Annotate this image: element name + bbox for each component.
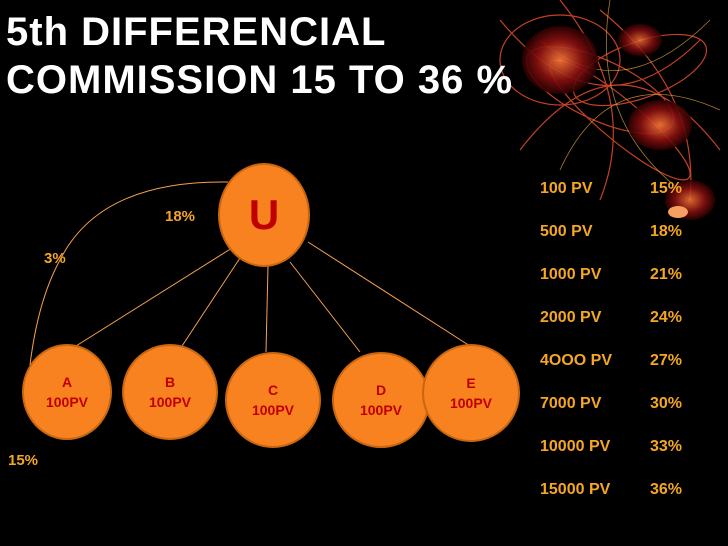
table-row: 4OOO PV 27% bbox=[540, 352, 710, 395]
table-row-rate: 33% bbox=[650, 438, 683, 455]
node-b-pv: 100PV bbox=[148, 394, 192, 410]
table-row-pv: 2000 PV bbox=[540, 309, 602, 326]
link-u-d bbox=[289, 261, 361, 353]
table-row: 2000 PV 24% bbox=[540, 309, 710, 352]
node-e-pv: 100PV bbox=[449, 395, 493, 411]
table-row-rate: 36% bbox=[650, 481, 683, 498]
node-b-letter: B bbox=[164, 374, 176, 390]
node-c-pv: 100PV bbox=[251, 402, 295, 418]
node-c-letter: C bbox=[267, 382, 279, 398]
table-row-pv: 7000 PV bbox=[540, 395, 602, 412]
table-row: 7000 PV 30% bbox=[540, 395, 710, 438]
node-a: A 100PV bbox=[22, 344, 112, 440]
link-u-a bbox=[75, 247, 233, 347]
slide-title: 5th DIFFERENCIAL COMMISSION 15 TO 36 % bbox=[6, 8, 513, 104]
table-row-pv: 500 PV bbox=[540, 223, 593, 240]
node-e: E 100PV bbox=[422, 344, 520, 442]
table-row-pv: 1000 PV bbox=[540, 266, 602, 283]
arc-rate-label: 3% bbox=[44, 250, 66, 267]
table-row-rate: 24% bbox=[650, 309, 683, 326]
link-u-a-arc bbox=[29, 181, 229, 366]
node-a-letter: A bbox=[61, 374, 73, 390]
table-row: 500 PV 18% bbox=[540, 223, 710, 266]
title-line-1: 5th DIFFERENCIAL bbox=[6, 10, 387, 54]
table-row: 1000 PV 21% bbox=[540, 266, 710, 309]
node-c: C 100PV bbox=[225, 352, 321, 448]
node-d: D 100PV bbox=[332, 352, 430, 448]
node-e-letter: E bbox=[466, 375, 476, 391]
commission-table: 100 PV 15% 500 PV 18% 1000 PV 21% 2000 P… bbox=[540, 180, 710, 524]
table-row-pv: 15000 PV bbox=[540, 481, 611, 498]
node-b: B 100PV bbox=[122, 344, 218, 440]
node-u-rate-label: 18% bbox=[165, 208, 196, 225]
node-u: U bbox=[218, 163, 310, 267]
table-row-rate: 27% bbox=[650, 352, 683, 369]
table-row-rate: 30% bbox=[650, 395, 683, 412]
title-line-2: COMMISSION 15 TO 36 % bbox=[6, 58, 514, 102]
table-row: 10000 PV 33% bbox=[540, 438, 710, 481]
table-row-pv: 100 PV bbox=[540, 180, 593, 197]
table-row: 15000 PV 36% bbox=[540, 481, 710, 524]
link-u-b bbox=[181, 257, 241, 347]
table-row-pv: 10000 PV bbox=[540, 438, 611, 455]
node-a-pv: 100PV bbox=[45, 394, 89, 410]
node-u-label: U bbox=[248, 191, 280, 238]
link-u-c bbox=[265, 265, 269, 353]
table-row-rate: 21% bbox=[650, 266, 683, 283]
table-row: 100 PV 15% bbox=[540, 180, 710, 223]
table-row-rate: 18% bbox=[650, 223, 683, 240]
node-a-rate-label: 15% bbox=[8, 452, 39, 469]
node-d-letter: D bbox=[375, 382, 387, 398]
table-row-rate: 15% bbox=[650, 180, 683, 197]
table-row-pv: 4OOO PV bbox=[540, 352, 613, 369]
node-d-pv: 100PV bbox=[359, 402, 403, 418]
link-u-e bbox=[307, 241, 471, 347]
